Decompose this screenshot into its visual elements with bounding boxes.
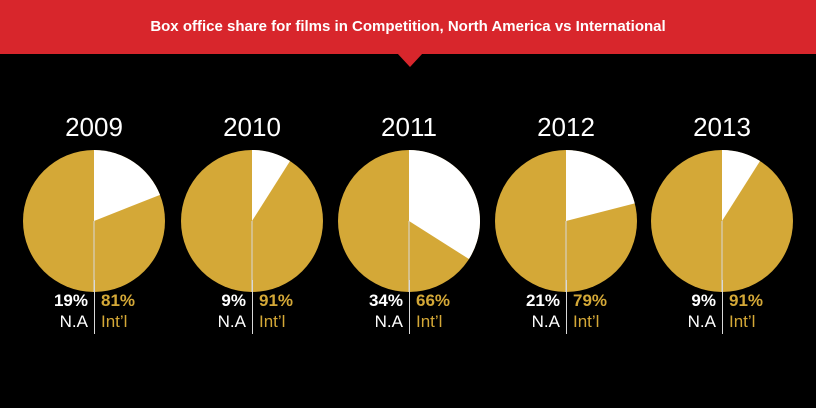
year-label: 2010 (223, 112, 281, 142)
year-label: 2013 (693, 112, 751, 142)
year-label: 2011 (381, 112, 437, 142)
chart-title: Box office share for films in Competitio… (150, 18, 666, 35)
na-series-label: N.A (374, 312, 403, 331)
pie-2013 (651, 150, 793, 292)
na-series-label: N.A (531, 312, 560, 331)
intl-series-label: Int’l (416, 312, 443, 331)
intl-percent-label: 81% (101, 291, 136, 310)
pie-slice-north-america (94, 150, 161, 221)
title-banner (0, 0, 816, 54)
pie-slice-north-america (566, 150, 635, 221)
pie-2012 (495, 150, 637, 292)
na-percent-label: 9% (691, 291, 716, 310)
na-percent-label: 9% (221, 291, 246, 310)
value-divider (409, 280, 410, 334)
banner-pointer (397, 53, 423, 67)
intl-percent-label: 66% (416, 291, 451, 310)
intl-percent-label: 91% (259, 291, 294, 310)
pie-2009 (23, 150, 165, 292)
na-percent-label: 19% (53, 291, 88, 310)
intl-series-label: Int’l (259, 312, 286, 331)
pie-slice-north-america (409, 150, 480, 260)
na-percent-label: 21% (525, 291, 560, 310)
year-label: 2009 (65, 112, 123, 142)
value-divider (252, 280, 253, 334)
year-label: 2012 (537, 112, 595, 142)
value-divider (566, 280, 567, 334)
pie-slice-north-america (722, 150, 761, 221)
pie-slice-north-america (252, 150, 291, 221)
na-series-label: N.A (59, 312, 88, 331)
value-divider (722, 280, 723, 334)
intl-percent-label: 79% (573, 291, 608, 310)
intl-series-label: Int’l (573, 312, 600, 331)
intl-percent-label: 91% (729, 291, 764, 310)
na-percent-label: 34% (368, 291, 403, 310)
intl-series-label: Int’l (729, 312, 756, 331)
intl-series-label: Int’l (101, 312, 128, 331)
na-series-label: N.A (687, 312, 716, 331)
value-divider (94, 280, 95, 334)
na-series-label: N.A (217, 312, 246, 331)
pie-2011 (338, 150, 480, 292)
pie-2010 (181, 150, 323, 292)
